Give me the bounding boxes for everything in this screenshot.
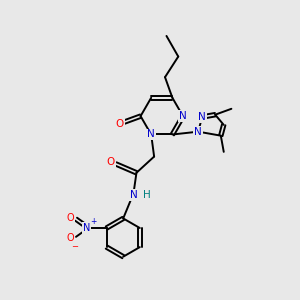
Text: +: + [91,217,97,226]
Text: O: O [67,213,74,223]
Text: N: N [147,130,155,140]
Text: N: N [194,127,202,137]
Text: H: H [143,190,151,200]
Text: O: O [116,118,124,129]
Text: N: N [83,223,91,233]
Text: O: O [67,233,74,243]
Text: −: − [71,243,78,252]
Text: N: N [179,111,187,121]
Text: N: N [130,190,137,200]
Text: N: N [198,112,206,122]
Text: O: O [106,158,115,167]
